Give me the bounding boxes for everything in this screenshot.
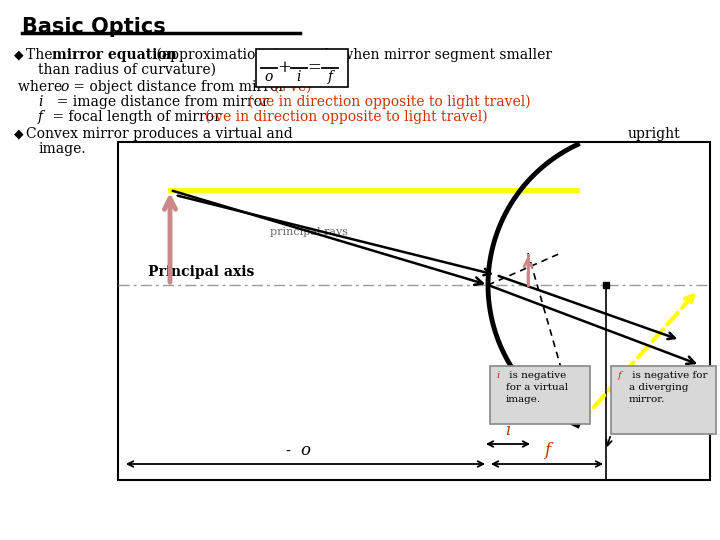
Text: principal rays: principal rays [270,227,348,237]
Text: f: f [328,70,333,84]
Text: i: i [297,70,301,84]
Text: image.: image. [38,142,86,156]
Text: is negative for
a diverging
mirror.: is negative for a diverging mirror. [629,371,708,403]
Bar [490,366,590,424]
Text: = image distance from mirror: = image distance from mirror [48,95,273,109]
Text: than radius of curvature): than radius of curvature) [38,63,216,77]
Text: upright: upright [627,127,680,141]
Text: o: o [300,442,310,459]
Text: o: o [265,70,273,84]
Text: mirror equation: mirror equation [52,48,176,62]
Bar [611,366,716,434]
Text: (-ve in direction opposite to light travel): (-ve in direction opposite to light trav… [205,110,487,124]
Text: 1: 1 [264,54,274,68]
Text: -: - [285,445,290,459]
Text: where: where [18,80,66,94]
Text: f: f [544,442,550,459]
Bar [118,142,710,480]
Text: Convex mirror produces a virtual and: Convex mirror produces a virtual and [26,127,293,141]
Text: Basic Optics: Basic Optics [22,17,166,37]
Text: ◆: ◆ [14,127,24,140]
Text: f: f [618,371,622,380]
Text: o: o [60,80,68,94]
Text: i: i [505,422,510,439]
Text: 1: 1 [325,54,335,68]
Text: +: + [277,59,291,77]
Text: = object distance from mirror: = object distance from mirror [69,80,289,94]
Text: =: = [307,59,321,77]
Text: Principal axis: Principal axis [148,265,254,279]
Text: (-ve in direction opposite to light travel): (-ve in direction opposite to light trav… [248,95,531,110]
Text: is negative
for a virtual
image.: is negative for a virtual image. [506,371,568,403]
Text: (+ve): (+ve) [274,80,312,94]
Text: i: i [38,95,42,109]
Text: 1: 1 [294,54,304,68]
Text: i: i [496,371,500,380]
Text: (approximation; true only when mirror segment smaller: (approximation; true only when mirror se… [152,48,552,63]
Text: ◆: ◆ [14,48,24,61]
Text: = focal length of mirror: = focal length of mirror [48,110,225,124]
Text: The: The [26,48,57,62]
Text: f: f [38,110,43,124]
Bar [256,49,348,87]
